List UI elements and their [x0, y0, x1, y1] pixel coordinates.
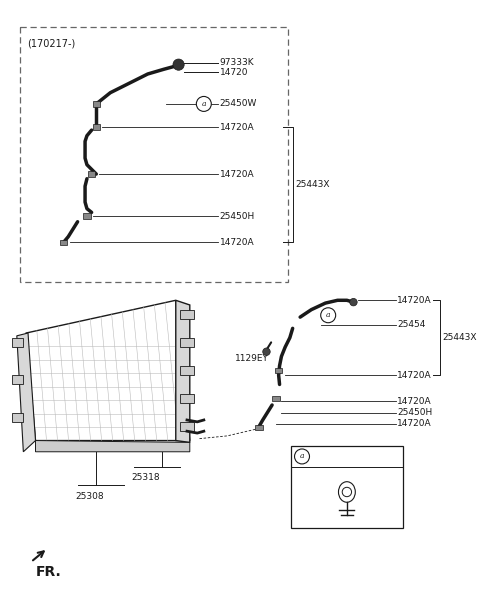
Bar	[180, 309, 194, 319]
Bar	[180, 422, 194, 431]
Bar	[60, 239, 67, 245]
Polygon shape	[176, 300, 190, 442]
Text: 25450H: 25450H	[220, 212, 255, 220]
Circle shape	[173, 59, 184, 70]
Bar	[93, 124, 100, 130]
Text: 14720: 14720	[220, 68, 248, 77]
Bar	[12, 338, 24, 347]
Text: 14720A: 14720A	[220, 238, 254, 247]
Text: 1129EY: 1129EY	[235, 354, 268, 363]
Text: a: a	[300, 452, 304, 460]
Bar	[275, 368, 282, 373]
Polygon shape	[36, 440, 190, 452]
Circle shape	[263, 348, 270, 356]
Bar	[12, 375, 24, 384]
Text: 91960H: 91960H	[314, 452, 349, 461]
Text: 14720A: 14720A	[397, 371, 432, 379]
Text: 97333K: 97333K	[220, 58, 254, 67]
Bar	[180, 394, 194, 403]
Text: 25318: 25318	[132, 473, 160, 482]
Circle shape	[350, 298, 357, 306]
Text: FR.: FR.	[36, 565, 61, 579]
Bar	[272, 396, 279, 401]
Circle shape	[295, 449, 310, 464]
Text: 14720A: 14720A	[220, 123, 254, 132]
Text: 14720A: 14720A	[397, 397, 432, 406]
Text: (170217-): (170217-)	[27, 38, 75, 49]
Bar	[12, 412, 24, 422]
Text: 14720A: 14720A	[220, 169, 254, 178]
Text: 25443X: 25443X	[296, 180, 330, 189]
Bar	[180, 366, 194, 375]
Bar	[88, 171, 96, 177]
Bar	[83, 213, 91, 219]
Circle shape	[196, 96, 211, 111]
Text: 25454: 25454	[397, 320, 426, 329]
Text: 14720A: 14720A	[397, 296, 432, 304]
Bar	[93, 100, 100, 107]
Text: 25443X: 25443X	[442, 333, 477, 342]
Text: 25450H: 25450H	[397, 408, 432, 417]
Text: 25308: 25308	[76, 492, 104, 501]
Polygon shape	[17, 333, 36, 452]
Text: 14720A: 14720A	[397, 419, 432, 428]
Bar	[255, 424, 263, 431]
Text: a: a	[202, 100, 206, 108]
Text: 25450W: 25450W	[220, 99, 257, 108]
Circle shape	[321, 308, 336, 323]
Text: a: a	[326, 311, 330, 319]
Polygon shape	[26, 300, 190, 440]
Bar	[291, 446, 403, 529]
Bar	[180, 338, 194, 347]
